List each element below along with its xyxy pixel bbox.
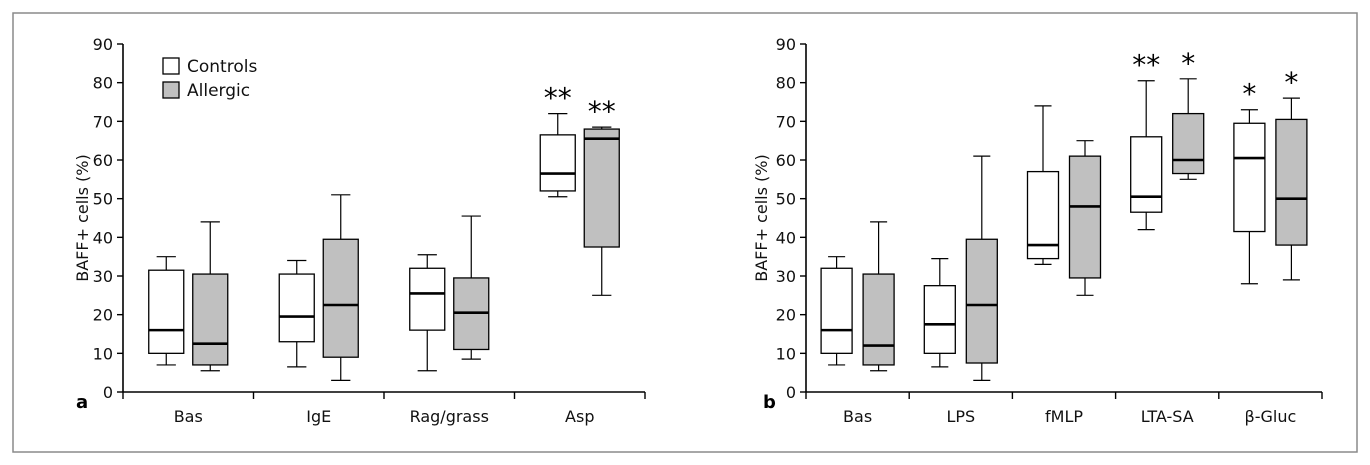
y-tick-label: 30 [776, 267, 796, 286]
y-tick-label: 0 [786, 383, 796, 402]
x-category-label: Bas [174, 407, 203, 426]
figure-frame [12, 12, 1358, 453]
significance-marker: ** [1132, 49, 1160, 82]
x-category-label: β-Gluc [1245, 407, 1297, 426]
box-allergic [1275, 118, 1308, 246]
y-tick-label: 80 [93, 74, 113, 93]
box-allergic [322, 238, 359, 358]
legend-label: Controls [187, 57, 257, 77]
x-category-label: Bas [843, 407, 872, 426]
significance-marker: * [1284, 66, 1298, 99]
y-tick-label: 70 [776, 112, 796, 131]
panel-a: 0 10 20 30 40 50 60 70 80 90 Bas IgE Rag/grass Asp BAF… [73, 35, 646, 426]
y-tick-label: 20 [776, 306, 796, 325]
y-tick-label: 40 [776, 228, 796, 247]
panel-label: a [76, 392, 88, 413]
significance-marker: ** [544, 82, 572, 115]
box-controls [923, 285, 956, 354]
y-tick-label: 90 [776, 35, 796, 54]
box-controls [1130, 136, 1163, 213]
y-tick-label: 60 [93, 151, 113, 170]
box-allergic [965, 238, 998, 364]
y-axis-title: BAFF+ cells (%) [752, 154, 771, 281]
box-allergic [1172, 112, 1205, 175]
x-category-label: LTA-SA [1141, 407, 1194, 426]
box-allergic [1068, 155, 1102, 279]
y-tick-label: 90 [93, 35, 113, 54]
y-axis-title: BAFF+ cells (%) [73, 154, 92, 281]
x-category-label: Asp [565, 407, 594, 426]
y-tick-label: 50 [776, 190, 796, 209]
y-tick-label: 20 [93, 306, 113, 325]
y-tick-label: 60 [776, 151, 796, 170]
x-category-label: IgE [306, 407, 331, 426]
y-tick-label: 10 [93, 344, 113, 363]
box-controls [1233, 122, 1266, 233]
legend-swatch [162, 57, 180, 75]
legend-label: Allergic [187, 81, 250, 101]
y-tick-label: 10 [776, 344, 796, 363]
x-category-label: LPS [946, 407, 975, 426]
x-category-label: fMLP [1045, 407, 1083, 426]
box-controls [148, 269, 185, 354]
box-controls [820, 267, 853, 354]
box-controls [409, 267, 446, 331]
y-tick-label: 50 [93, 190, 113, 209]
legend-swatch [162, 81, 180, 99]
y-tick-label: 30 [93, 267, 113, 286]
box-allergic [862, 273, 895, 366]
y-tick-label: 80 [776, 74, 796, 93]
significance-marker: * [1242, 78, 1256, 111]
x-category-label: Rag/grass [410, 407, 489, 426]
panel-b: 0 10 20 30 40 50 60 70 80 90 Bas LPS fMLP LTA-SA β-Glu… [752, 35, 1323, 426]
box-controls [278, 273, 315, 343]
y-tick-label: 0 [103, 383, 113, 402]
box-allergic [583, 128, 620, 248]
significance-marker: ** [588, 95, 616, 128]
panel-label: b [763, 392, 776, 413]
y-tick-label: 40 [93, 228, 113, 247]
y-tick-label: 70 [93, 112, 113, 131]
box-allergic [192, 273, 229, 366]
box-controls [539, 134, 576, 192]
significance-marker: * [1181, 47, 1195, 80]
